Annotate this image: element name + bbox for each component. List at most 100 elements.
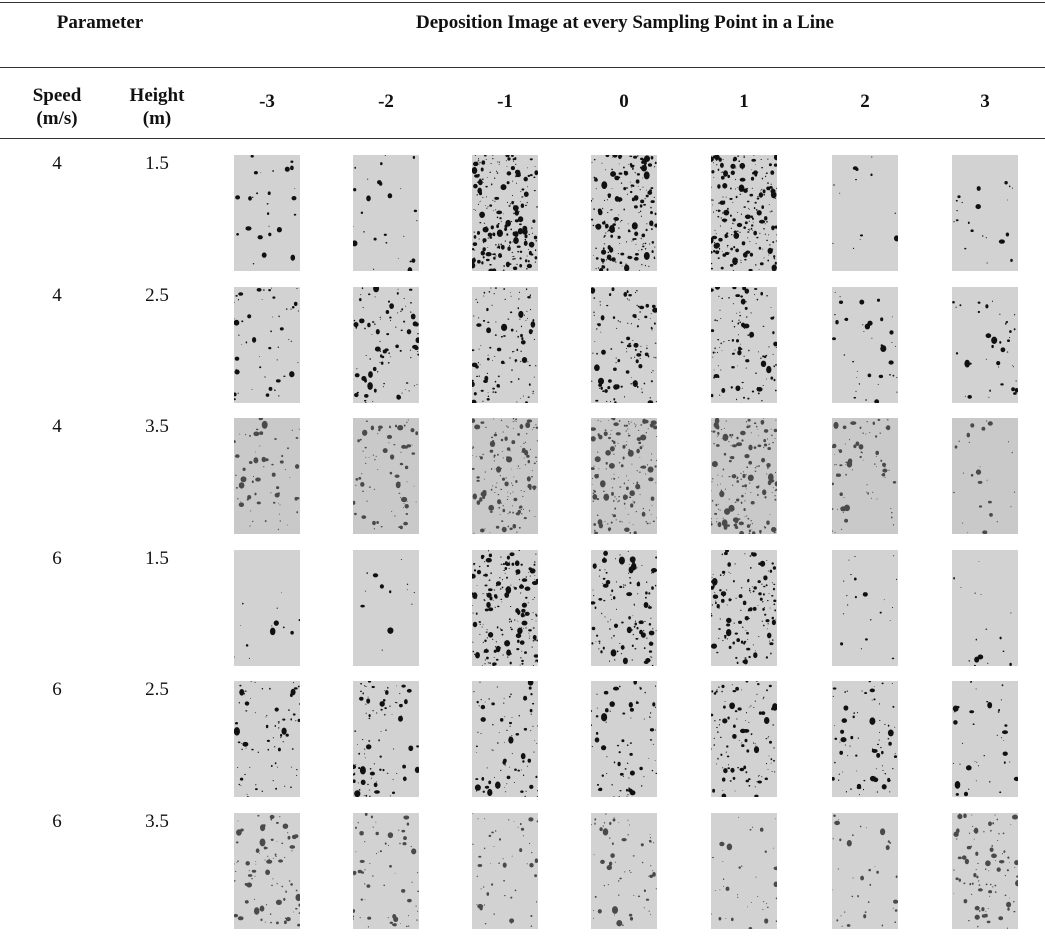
deposition-image <box>234 155 300 271</box>
deposition-image <box>472 418 538 534</box>
deposition-photo <box>353 681 419 797</box>
column-point: -2 <box>346 90 426 113</box>
deposition-image <box>234 813 300 929</box>
deposition-photo <box>472 813 538 929</box>
deposition-image <box>472 813 538 929</box>
deposition-photo <box>591 155 657 271</box>
deposition-image <box>591 550 657 666</box>
column-height: Height (m) <box>122 84 192 130</box>
deposition-image <box>353 813 419 929</box>
rule <box>0 2 1045 3</box>
deposition-photo <box>353 287 419 403</box>
deposition-photo <box>711 287 777 403</box>
height-cell: 2.5 <box>122 284 192 307</box>
speed-cell: 6 <box>27 810 87 833</box>
deposition-image <box>711 287 777 403</box>
rule <box>0 138 1045 139</box>
column-point: 0 <box>584 90 664 113</box>
deposition-image <box>832 287 898 403</box>
speed-cell: 4 <box>27 284 87 307</box>
deposition-image <box>832 550 898 666</box>
deposition-image <box>591 155 657 271</box>
deposition-photo <box>591 287 657 403</box>
speed-cell: 4 <box>27 152 87 175</box>
deposition-photo <box>353 418 419 534</box>
deposition-image <box>472 681 538 797</box>
height-cell: 3.5 <box>122 415 192 438</box>
deposition-image <box>591 681 657 797</box>
deposition-photo <box>711 418 777 534</box>
deposition-image <box>234 681 300 797</box>
height-cell: 1.5 <box>122 152 192 175</box>
deposition-photo <box>952 155 1018 271</box>
speed-cell: 6 <box>27 678 87 701</box>
deposition-image <box>234 418 300 534</box>
deposition-image <box>234 287 300 403</box>
deposition-image <box>353 155 419 271</box>
deposition-photo <box>234 155 300 271</box>
deposition-photo <box>832 550 898 666</box>
deposition-photo <box>472 681 538 797</box>
deposition-image <box>711 155 777 271</box>
rule <box>0 67 1045 68</box>
deposition-image <box>591 813 657 929</box>
deposition-photo <box>234 418 300 534</box>
deposition-photo <box>353 550 419 666</box>
deposition-image <box>472 550 538 666</box>
deposition-image <box>952 681 1018 797</box>
deposition-image <box>952 550 1018 666</box>
header-deposition: Deposition Image at every Sampling Point… <box>210 11 1040 34</box>
column-point: 3 <box>945 90 1025 113</box>
column-speed: Speed (m/s) <box>27 84 87 130</box>
deposition-image <box>832 418 898 534</box>
header-parameter: Parameter <box>0 11 200 34</box>
deposition-photo <box>711 813 777 929</box>
height-cell: 3.5 <box>122 810 192 833</box>
deposition-photo <box>711 681 777 797</box>
deposition-image <box>472 287 538 403</box>
deposition-image <box>353 418 419 534</box>
deposition-image <box>832 155 898 271</box>
deposition-photo <box>591 550 657 666</box>
deposition-photo <box>952 681 1018 797</box>
deposition-photo <box>832 681 898 797</box>
deposition-image <box>711 813 777 929</box>
deposition-photo <box>591 681 657 797</box>
deposition-image <box>832 681 898 797</box>
deposition-image <box>711 681 777 797</box>
deposition-photo <box>711 155 777 271</box>
deposition-photo <box>353 813 419 929</box>
deposition-image <box>472 155 538 271</box>
deposition-photo <box>353 155 419 271</box>
deposition-image <box>711 550 777 666</box>
deposition-photo <box>591 418 657 534</box>
deposition-image <box>591 287 657 403</box>
column-point: 1 <box>704 90 784 113</box>
deposition-image <box>234 550 300 666</box>
column-point: 2 <box>825 90 905 113</box>
deposition-photo <box>832 287 898 403</box>
deposition-photo <box>234 813 300 929</box>
deposition-image <box>952 418 1018 534</box>
speed-cell: 4 <box>27 415 87 438</box>
height-cell: 2.5 <box>122 678 192 701</box>
column-point: -3 <box>227 90 307 113</box>
height-cell: 1.5 <box>122 547 192 570</box>
deposition-photo <box>234 681 300 797</box>
deposition-photo <box>472 550 538 666</box>
deposition-image <box>952 155 1018 271</box>
deposition-photo <box>832 155 898 271</box>
deposition-photo <box>234 550 300 666</box>
deposition-image <box>353 681 419 797</box>
deposition-photo <box>832 813 898 929</box>
deposition-image <box>832 813 898 929</box>
deposition-photo <box>952 813 1018 929</box>
deposition-image <box>353 287 419 403</box>
deposition-image <box>952 287 1018 403</box>
deposition-photo <box>234 287 300 403</box>
deposition-photo <box>472 418 538 534</box>
deposition-photo <box>952 418 1018 534</box>
deposition-photo <box>472 287 538 403</box>
deposition-image <box>353 550 419 666</box>
